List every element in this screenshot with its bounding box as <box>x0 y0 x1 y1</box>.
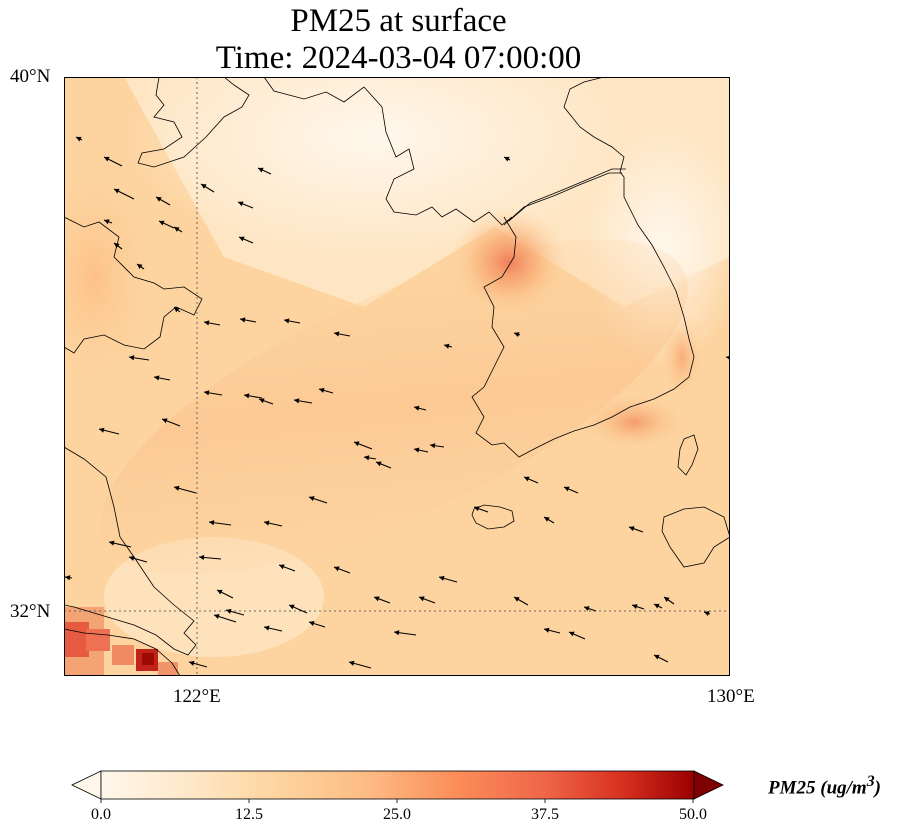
wind-vector-head <box>544 627 550 633</box>
map-border <box>64 77 730 676</box>
map-title: PM25 at surface <box>290 3 507 39</box>
wind-vector-head <box>159 220 165 226</box>
colorbar-tick-label: 0.0 <box>91 806 111 823</box>
wind-vector-head <box>514 332 520 338</box>
pm25-moderate-band <box>100 238 688 576</box>
wind-vector-head <box>99 427 105 433</box>
wind-vector-head <box>104 156 110 162</box>
pm25-hotspot-shanghai <box>64 607 178 676</box>
wind-vector-head <box>279 564 285 570</box>
wind-vector-head <box>514 597 520 602</box>
wind-vector-head <box>629 526 635 532</box>
wind-vector-head <box>664 597 670 602</box>
wind-vector-head <box>334 566 340 572</box>
colorbar-tick-label: 25.0 <box>383 806 411 823</box>
wind-vector-head <box>114 243 120 249</box>
wind-vector-head <box>284 318 290 324</box>
wind-vector-head <box>654 654 660 660</box>
wind-vector-head <box>209 520 215 526</box>
wind-vector-head <box>154 375 160 381</box>
wind-vector-head <box>394 630 400 636</box>
wind-vector-head <box>632 604 638 610</box>
colorbar-tick-label: 12.5 <box>235 806 263 823</box>
wind-vector-head <box>474 506 480 512</box>
wind-vector-head <box>244 393 250 399</box>
pm25-hotspot-east-coast <box>660 312 704 402</box>
colorbar-label: PM25 (ug/m3) <box>768 773 881 799</box>
wind-vector-head <box>189 660 195 666</box>
wind-vector-head <box>444 343 450 349</box>
wind-vector-head <box>239 236 245 242</box>
wind-vector-head <box>109 540 115 546</box>
wind-vector-head <box>129 555 135 561</box>
colorbar-extend-max <box>693 770 724 800</box>
wind-vector-head <box>204 390 210 396</box>
wind-vector-head <box>201 184 207 189</box>
lon-tick-label-122e: 122°E <box>173 686 221 707</box>
lat-tick-label-32n: 32°N <box>10 601 51 622</box>
colorbar-tick-label: 37.5 <box>531 806 559 823</box>
wind-vector-head <box>309 621 315 626</box>
wind-vector-head <box>204 320 210 326</box>
map-subtitle: Time: 2024-03-04 07:00:00 <box>215 40 582 76</box>
wind-vector-head <box>174 227 180 232</box>
wind-vector-head <box>258 167 264 173</box>
wind-vector-head <box>217 589 223 595</box>
wind-vector-head <box>264 625 270 631</box>
wind-vector-head <box>104 219 110 225</box>
lon-tick-label-130e: 130°E <box>707 686 755 707</box>
wind-vector-head <box>524 476 530 482</box>
wind-vector-head <box>374 596 380 602</box>
wind-vector-head <box>414 447 420 453</box>
wind-vector-head <box>137 264 143 270</box>
colorbar-extend-min <box>71 770 102 800</box>
pm25-hotspot-busan <box>579 392 689 452</box>
colorbar-tick-label: 50.0 <box>679 806 707 823</box>
wind-vector-head <box>259 398 265 404</box>
wind-vector-head <box>414 405 420 411</box>
wind-vector-head <box>226 608 232 614</box>
wind-vector-head <box>584 606 590 612</box>
wind-vector-head <box>334 331 340 337</box>
coastlines <box>64 77 730 676</box>
wind-vector-head <box>199 554 205 561</box>
wind-vector-head <box>354 441 360 447</box>
pm25-moderate-northwest <box>64 147 164 407</box>
wind-vector-head <box>289 604 295 610</box>
wind-vector-head <box>544 517 550 522</box>
wind-vector-head <box>564 486 570 492</box>
wind-vector-head <box>319 387 325 393</box>
wind-vector-head <box>264 520 270 526</box>
wind-vector-head <box>569 631 575 637</box>
wind-vector-head <box>704 611 710 617</box>
pm25-hotspot-seoul <box>449 207 569 317</box>
lat-tick-label-40n: 40°N <box>10 66 51 87</box>
wind-vectors <box>64 136 730 669</box>
wind-vector-head <box>309 496 315 502</box>
colorbar-ticks <box>100 799 694 803</box>
wind-vector-head <box>174 485 180 491</box>
wind-vector-head <box>419 596 425 602</box>
wind-vector-head <box>129 355 135 361</box>
wind-vector-head <box>294 398 300 404</box>
wind-vector-head <box>65 575 71 581</box>
wind-vector-head <box>214 614 220 619</box>
wind-vector-head <box>156 197 162 202</box>
wind-vector-head <box>376 461 382 467</box>
wind-vector-head <box>240 317 246 323</box>
wind-vector-head <box>174 307 180 313</box>
wind-vector-head <box>430 443 436 449</box>
wind-vector-head <box>76 136 82 142</box>
wind-vector-head <box>364 455 370 461</box>
colorbar-gradient <box>100 770 695 800</box>
map-plot <box>64 77 730 676</box>
wind-vector-head <box>439 575 445 581</box>
wind-vector-head <box>114 188 120 194</box>
wind-vector-head <box>238 201 244 207</box>
wind-vector-head <box>162 418 168 424</box>
wind-vector-head <box>654 603 660 609</box>
wind-vector-head <box>349 660 355 666</box>
wind-vector-head <box>504 156 510 162</box>
